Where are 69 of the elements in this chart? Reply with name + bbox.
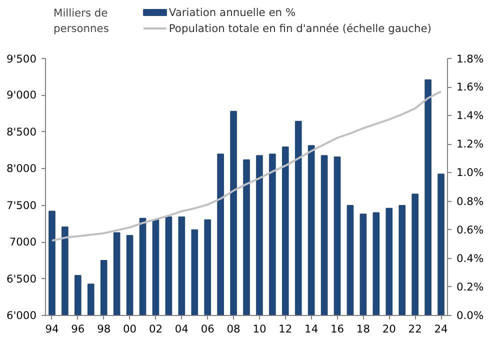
y-tick-label: 8'000 (6, 162, 37, 176)
x-tick-label: 04 (174, 322, 189, 336)
y-tick-label: 9'500 (6, 52, 37, 66)
x-tick-label: 96 (71, 322, 85, 336)
y2-tick-label: 0.6% (456, 223, 484, 236)
x-tick-label: 22 (408, 322, 422, 336)
bar (126, 235, 134, 316)
bar (165, 216, 172, 316)
x-tick-label: 12 (278, 322, 292, 336)
bar (230, 110, 237, 316)
bar (256, 155, 263, 316)
y2-tick-label: 1.6% (456, 80, 484, 94)
x-tick-label: 14 (304, 322, 318, 336)
bar (113, 232, 120, 316)
y2-tick-label: 1.8% (456, 52, 484, 66)
bar (294, 120, 302, 316)
bar (346, 205, 354, 316)
bar (334, 156, 341, 316)
bar (372, 212, 380, 316)
bar (204, 219, 212, 316)
x-tick-label: 00 (123, 322, 137, 336)
y-tick-label: 7'500 (6, 198, 37, 212)
y-tick-label: 7000 (9, 236, 37, 249)
y-axis-title: Milliers de personnes (54, 6, 110, 36)
y-tick-label: 9'000 (6, 88, 37, 102)
x-tick-label: 16 (330, 322, 344, 336)
y2-tick-label: 0.0% (456, 309, 484, 322)
bar (412, 194, 418, 316)
x-tick-label: 20 (382, 322, 396, 336)
bar (74, 275, 82, 316)
y2-tick-label: 0.2% (456, 280, 484, 294)
bar (87, 284, 94, 316)
y-tick-label: 8'500 (6, 125, 37, 138)
bar (178, 216, 186, 316)
y2-tick-label: 1.2% (456, 138, 484, 151)
line-series (50, 90, 442, 242)
bar (308, 145, 315, 316)
bar (152, 219, 160, 316)
x-tick-label: 94 (45, 322, 59, 336)
bar (48, 210, 56, 316)
x-tick-label: 06 (200, 322, 215, 336)
bar (191, 229, 198, 316)
y-tick-label: 6'500 (6, 272, 37, 286)
bar (282, 146, 289, 316)
bar (243, 159, 250, 316)
y2-tick-label: 0.4% (456, 252, 484, 265)
bar (217, 154, 224, 316)
bar (438, 174, 444, 316)
bar (100, 260, 108, 316)
x-tick-label: 02 (148, 322, 163, 336)
bar (139, 218, 146, 316)
x-tick-label: 10 (252, 322, 266, 336)
x-tick-label: 08 (226, 322, 241, 336)
bar (320, 155, 328, 316)
bar (360, 214, 367, 316)
x-tick-label: 18 (356, 322, 370, 336)
y2-tick-label: 1.4% (456, 109, 484, 122)
bar (386, 208, 393, 316)
bar (398, 205, 406, 316)
y-tick-label: 6'000 (6, 309, 37, 322)
x-tick-label: 24 (434, 322, 448, 336)
bar (62, 226, 68, 316)
bar (269, 154, 276, 316)
y2-tick-label: 0.8% (456, 194, 484, 208)
legend-label: Population totale en fin d'année (échelle gauche) (168, 22, 432, 35)
y2-tick-label: 1.0% (456, 166, 484, 180)
x-tick-label: 98 (97, 322, 111, 336)
legend-label: Variation annuelle en % (168, 6, 296, 19)
bar (424, 79, 432, 316)
